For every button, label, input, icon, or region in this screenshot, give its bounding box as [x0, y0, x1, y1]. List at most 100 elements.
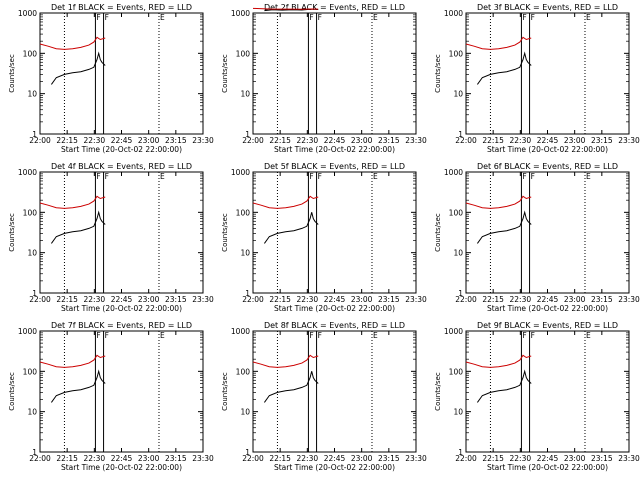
- x-tick-label: 22:45: [537, 136, 559, 145]
- series-lld-line: [252, 7, 319, 10]
- y-tick-label: 100: [449, 49, 464, 58]
- y-axis-label: Counts/sec: [8, 213, 16, 252]
- x-axis-label: Start Time (20-Oct-02 22:00:00): [61, 463, 182, 472]
- y-tick-label: 100: [23, 208, 38, 217]
- panel-title: Det 2f BLACK = Events, RED = LLD: [264, 3, 405, 12]
- x-tick-label: 23:30: [192, 295, 214, 304]
- detector-panel: Det 7f BLACK = Events, RED = LLD 22:00 22:…: [8, 321, 214, 472]
- x-tick-label: 23:00: [351, 295, 373, 304]
- y-axis-label: Counts/sec: [8, 54, 16, 93]
- y-tick-label: 100: [236, 208, 251, 217]
- series-events-line: [476, 210, 532, 244]
- x-tick-label: 23:00: [564, 454, 586, 463]
- x-tick-label: 22:45: [111, 295, 133, 304]
- x-tick-label: 22:15: [482, 136, 504, 145]
- y-tick-label: 10: [240, 249, 250, 258]
- x-tick-label: 22:00: [242, 136, 264, 145]
- y-tick-label: 1: [458, 130, 463, 139]
- y-tick-label: 1000: [444, 327, 463, 336]
- flag-label: F: [531, 331, 535, 340]
- flag-label: F: [522, 13, 526, 22]
- flag-label: F: [318, 13, 322, 22]
- y-tick-label: 10: [27, 249, 37, 258]
- flag-label: F: [309, 172, 313, 181]
- x-tick-label: 23:00: [564, 295, 586, 304]
- x-tick-label: 22:45: [111, 454, 133, 463]
- y-tick-label: 1: [458, 448, 463, 457]
- x-tick-label: 23:15: [165, 136, 187, 145]
- y-tick-label: 1: [32, 289, 37, 298]
- panel-title: Det 4f BLACK = Events, RED = LLD: [51, 162, 192, 171]
- detector-panel: Det 9f BLACK = Events, RED = LLD 22:00 22:…: [434, 321, 640, 472]
- x-axis-label: Start Time (20-Oct-02 22:00:00): [61, 304, 182, 313]
- y-tick-label: 10: [27, 90, 37, 99]
- series-events-line: [263, 212, 319, 244]
- detector-panel: Det 6f BLACK = Events, RED = LLD 22:00 22:…: [434, 162, 640, 313]
- panel-title: Det 8f BLACK = Events, RED = LLD: [264, 321, 405, 330]
- x-tick-label: 23:15: [378, 454, 400, 463]
- x-tick-label: 22:15: [56, 454, 78, 463]
- x-tick-label: 22:30: [297, 295, 319, 304]
- x-tick-label: 22:45: [324, 136, 346, 145]
- detector-panel: Det 5f BLACK = Events, RED = LLD 22:00 22:…: [221, 162, 427, 313]
- y-tick-label: 1000: [231, 9, 250, 18]
- flag-label: F: [96, 331, 100, 340]
- detector-panel: Det 2f BLACK = Events, RED = LLD 22:00 22:…: [221, 3, 427, 154]
- y-tick-label: 1: [245, 448, 250, 457]
- y-axis-label: Counts/sec: [434, 54, 442, 93]
- flag-label: F: [531, 13, 535, 22]
- x-tick-label: 22:45: [537, 295, 559, 304]
- y-tick-label: 1: [245, 130, 250, 139]
- x-tick-label: 22:00: [455, 295, 477, 304]
- x-tick-label: 22:00: [29, 454, 51, 463]
- x-tick-label: 23:30: [618, 295, 640, 304]
- flag-label: F: [522, 331, 526, 340]
- x-tick-label: 22:15: [269, 136, 291, 145]
- x-tick-label: 22:30: [510, 136, 532, 145]
- y-tick-label: 10: [453, 408, 463, 417]
- y-axis-label: Counts/sec: [221, 372, 229, 411]
- x-axis-label: Start Time (20-Oct-02 22:00:00): [487, 304, 608, 313]
- y-tick-label: 10: [453, 249, 463, 258]
- flag-label: F: [309, 331, 313, 340]
- y-tick-label: 10: [453, 90, 463, 99]
- series-events-line: [476, 51, 532, 85]
- x-tick-label: 22:30: [297, 454, 319, 463]
- x-axis-label: Start Time (20-Oct-02 22:00:00): [274, 463, 395, 472]
- detector-panel: Det 1f BLACK = Events, RED = LLD 22:00 22:…: [8, 3, 214, 154]
- x-tick-label: 23:00: [351, 454, 373, 463]
- series-events-line: [476, 369, 532, 403]
- y-axis-label: Counts/sec: [434, 213, 442, 252]
- x-tick-label: 23:30: [405, 136, 427, 145]
- x-tick-label: 22:00: [455, 454, 477, 463]
- x-tick-label: 23:30: [192, 454, 214, 463]
- x-tick-label: 23:30: [405, 454, 427, 463]
- series-events-line: [50, 369, 106, 403]
- x-tick-label: 22:00: [29, 136, 51, 145]
- flag-label: E: [160, 172, 165, 181]
- y-tick-label: 100: [236, 49, 251, 58]
- x-tick-label: 22:15: [56, 136, 78, 145]
- x-tick-label: 22:00: [455, 136, 477, 145]
- series-lld-line: [465, 354, 532, 368]
- x-tick-label: 23:15: [165, 295, 187, 304]
- y-tick-label: 1000: [444, 168, 463, 177]
- series-events-line: [50, 51, 106, 85]
- series-lld-line: [252, 354, 319, 368]
- flag-label: E: [586, 13, 591, 22]
- y-tick-label: 1: [458, 289, 463, 298]
- x-tick-label: 22:00: [29, 295, 51, 304]
- y-tick-label: 10: [240, 408, 250, 417]
- detector-panel: Det 3f BLACK = Events, RED = LLD 22:00 22:…: [434, 3, 640, 154]
- series-lld-line: [465, 36, 532, 50]
- x-tick-label: 23:00: [138, 136, 160, 145]
- series-lld-line: [465, 195, 532, 209]
- y-tick-label: 1000: [231, 327, 250, 336]
- y-tick-label: 1000: [231, 168, 250, 177]
- flag-label: F: [105, 13, 109, 22]
- flag-label: E: [373, 13, 378, 22]
- series-lld-line: [252, 195, 319, 209]
- x-tick-label: 22:30: [510, 454, 532, 463]
- flag-label: F: [309, 13, 313, 22]
